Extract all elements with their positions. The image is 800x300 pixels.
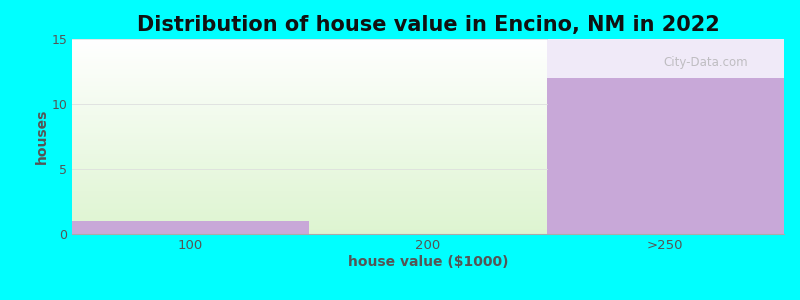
Y-axis label: houses: houses (34, 109, 49, 164)
Text: City-Data.com: City-Data.com (663, 56, 747, 69)
Bar (72, 221, 310, 234)
X-axis label: house value ($1000): house value ($1000) (348, 255, 508, 268)
Title: Distribution of house value in Encino, NM in 2022: Distribution of house value in Encino, N… (137, 15, 719, 35)
Bar (546, 78, 784, 234)
Bar (546, 39, 784, 78)
